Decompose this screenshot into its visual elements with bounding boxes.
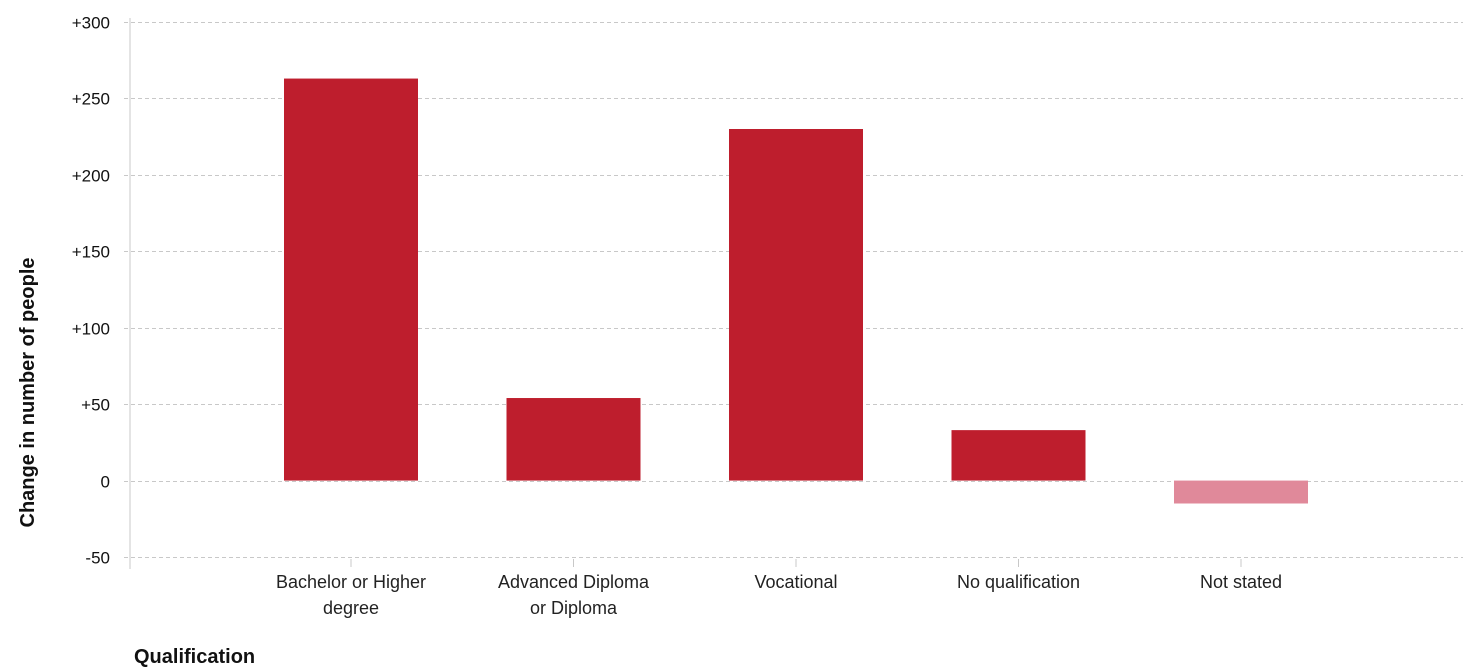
y-tick-label: 0 [101, 473, 110, 492]
y-tick-label: -50 [85, 549, 110, 568]
bar [284, 78, 418, 481]
y-tick-label: +250 [72, 90, 110, 109]
bars [284, 78, 1308, 504]
x-axis-title: Qualification [134, 646, 255, 668]
x-category-label: Not stated [1200, 572, 1282, 592]
x-axis-category-labels: Bachelor or Higher degree Advanced Diploma… [276, 572, 1282, 618]
x-category-label: Vocational [754, 572, 837, 592]
y-tick-label: +300 [72, 14, 110, 33]
y-tick-label: +100 [72, 320, 110, 339]
y-axis-tick-labels: +300 +250 +200 +150 +100 +50 0 -50 [72, 14, 110, 568]
x-category-label: Advanced Diploma or Diploma [498, 572, 650, 618]
x-axis-ticks [350, 559, 1242, 567]
y-tick-label: +150 [72, 243, 110, 262]
x-category-label: No qualification [957, 572, 1080, 592]
y-axis-title: Change in number of people [17, 257, 39, 527]
bar [729, 129, 863, 481]
x-category-label: Bachelor or Higher degree [276, 572, 426, 618]
bar [506, 398, 641, 481]
y-tick-label: +200 [72, 167, 110, 186]
bar [951, 430, 1086, 481]
bar [1174, 480, 1308, 504]
y-tick-label: +50 [81, 396, 110, 415]
